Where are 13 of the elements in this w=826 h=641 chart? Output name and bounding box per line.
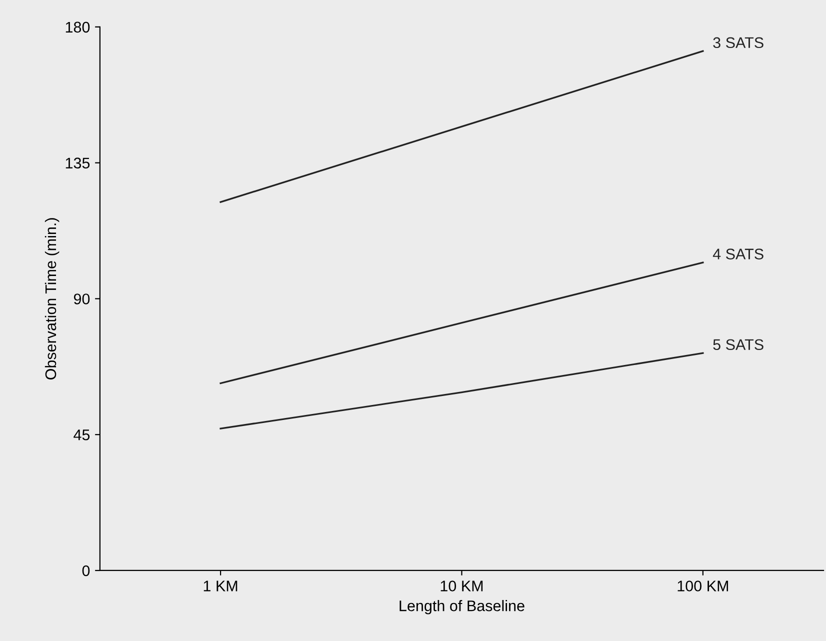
y-tick-label: 90 <box>74 294 90 304</box>
y-tick-label: 135 <box>66 158 90 168</box>
series-label: 3 SATS <box>713 37 764 48</box>
x-tick-label: 100 KM <box>678 580 728 592</box>
x-tick-label: 1 KM <box>204 580 238 592</box>
y-tick-label: 180 <box>66 22 90 33</box>
x-axis-title: Length of Baseline <box>400 600 524 614</box>
y-tick-label: 0 <box>82 565 90 576</box>
y-axis-title: Observation Time (min.) <box>44 218 60 380</box>
x-tick-label: 10 KM <box>440 580 483 592</box>
series-label: 4 SATS <box>712 248 764 260</box>
series-label: 5 SATS <box>713 339 764 350</box>
y-tick-label: 45 <box>74 430 90 440</box>
